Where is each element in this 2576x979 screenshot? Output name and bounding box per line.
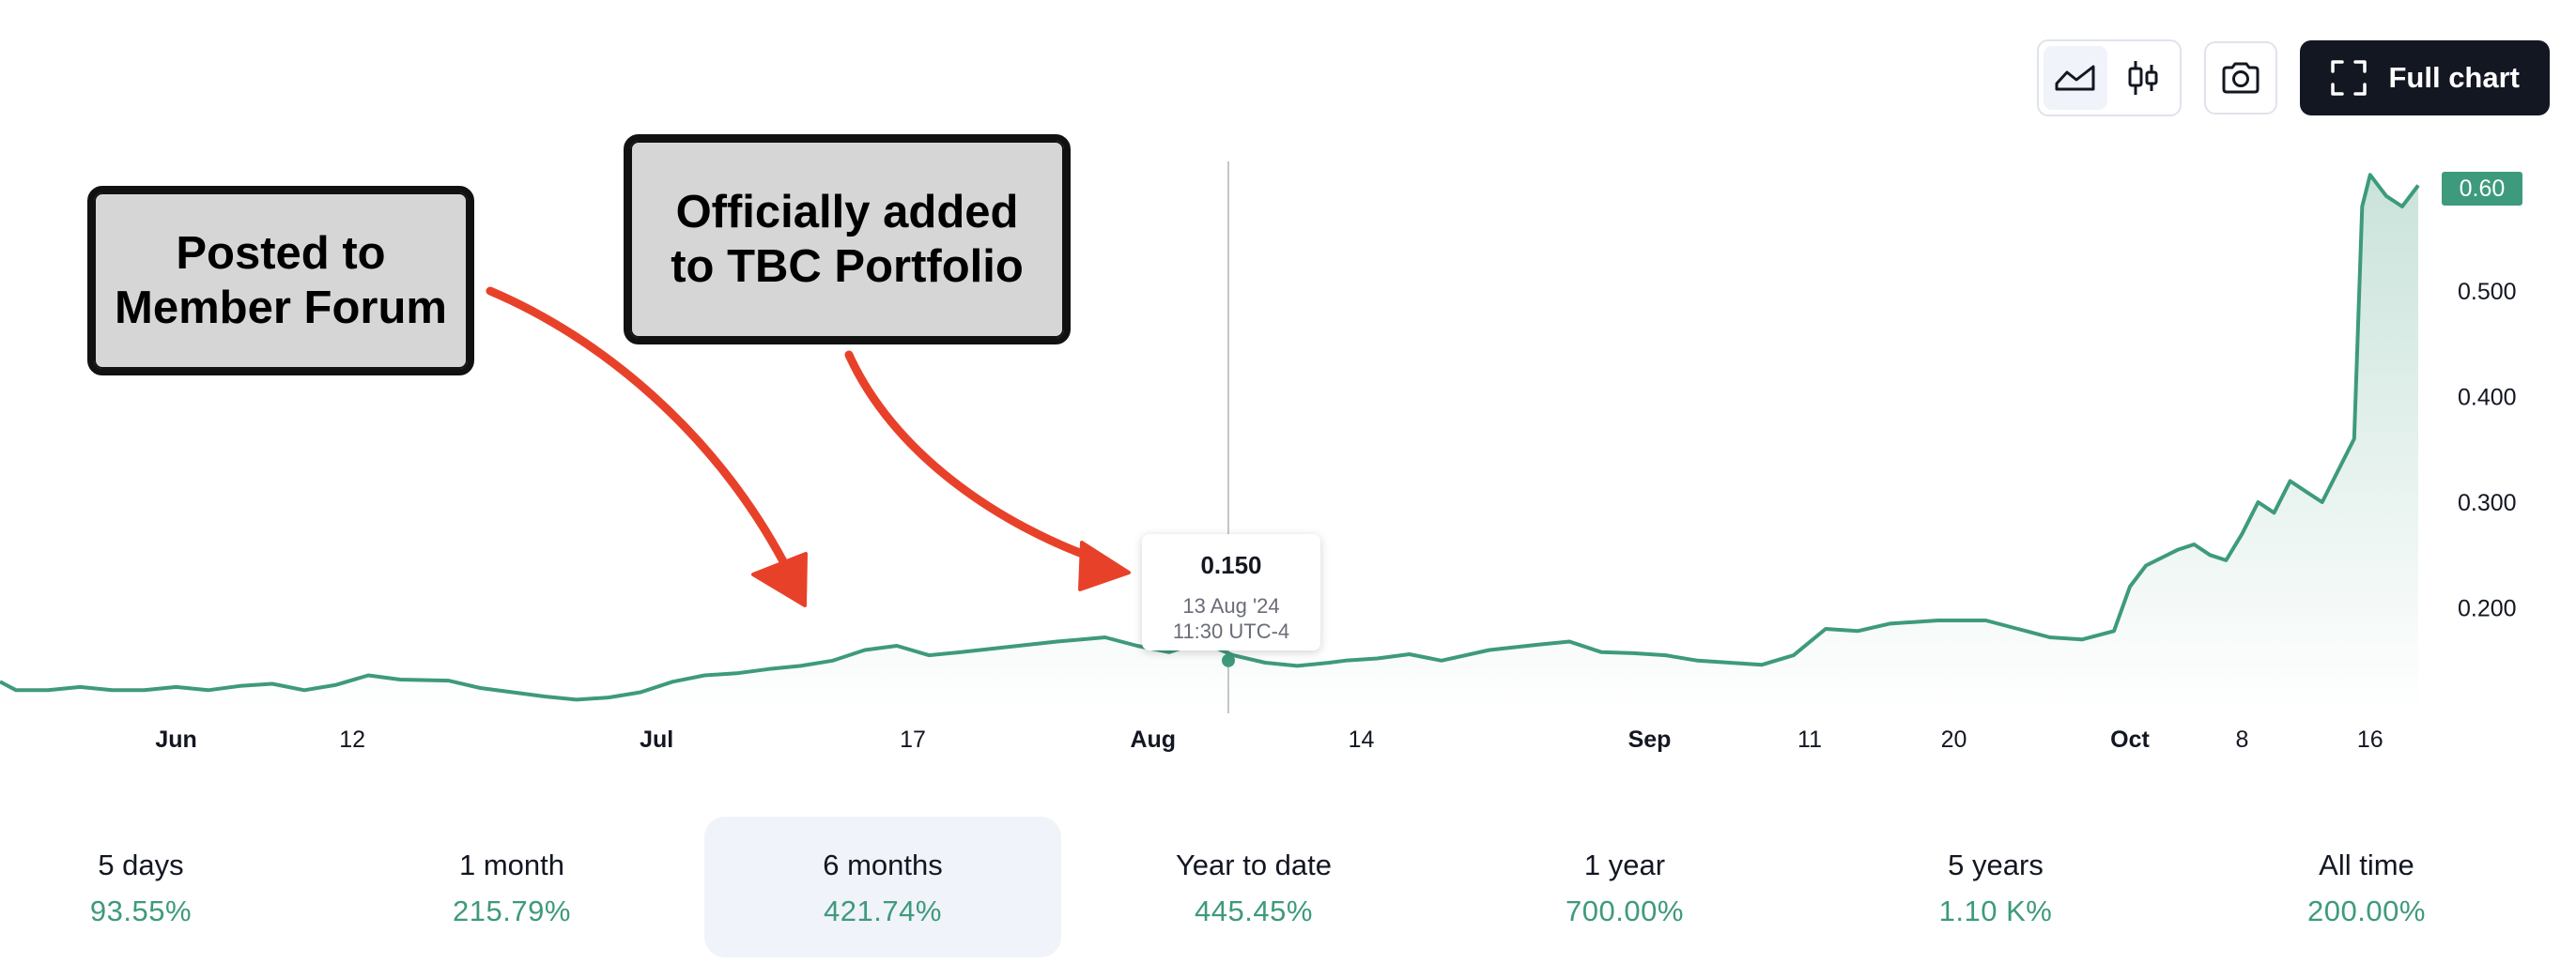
y-tick-label: 0.500	[2458, 279, 2517, 305]
x-tick-label: Sep	[1628, 727, 1672, 753]
period-1-month[interactable]: 1 month 215.79%	[333, 817, 690, 957]
area-chart-button[interactable]	[2044, 46, 2108, 110]
period-6-months[interactable]: 6 months 421.74%	[704, 817, 1061, 957]
period-label: All time	[2319, 849, 2414, 881]
period-change: 200.00%	[2307, 895, 2426, 927]
x-tick-label: 14	[1349, 727, 1375, 753]
period-all-time[interactable]: All time 200.00%	[2188, 817, 2545, 957]
tooltip-value: 0.150	[1200, 551, 1262, 579]
x-tick-label: 11	[1797, 727, 1822, 753]
period-label: 5 years	[1948, 849, 2044, 881]
period-change: 445.45%	[1195, 895, 1313, 927]
period-change: 700.00%	[1566, 895, 1684, 927]
period-change: 421.74%	[824, 895, 942, 927]
screenshot-button[interactable]	[2204, 41, 2278, 115]
period-year-to-date[interactable]: Year to date 445.45%	[1075, 817, 1432, 957]
period-label: Year to date	[1175, 849, 1333, 881]
period-change: 93.55%	[89, 895, 193, 927]
price-area	[0, 175, 2418, 714]
fullscreen-icon	[2331, 60, 2368, 96]
y-tick-label: 0.200	[2458, 596, 2517, 622]
full-chart-label: Full chart	[2388, 61, 2520, 94]
annotation-tbc-portfolio: Officially added to TBC Portfolio	[624, 134, 1071, 344]
period-label: 1 year	[1583, 849, 1666, 881]
period-1-year[interactable]: 1 year 700.00%	[1446, 817, 1803, 957]
x-tick-label: 16	[2357, 727, 2383, 753]
period-label: 1 month	[458, 849, 564, 881]
price-line	[0, 173, 2420, 702]
x-tick-label: Aug	[1130, 727, 1176, 753]
area-chart-icon	[2055, 65, 2095, 91]
x-tick-label: Oct	[2110, 727, 2150, 753]
x-tick-label: Jul	[640, 727, 673, 753]
tooltip-time: 11:30 UTC-4	[1172, 620, 1290, 643]
x-tick-label: 8	[2235, 727, 2248, 753]
x-tick-label: 17	[900, 727, 926, 753]
crosshair-point	[1222, 653, 1235, 667]
y-tick-label: 0.300	[2458, 490, 2517, 516]
chart-type-toggle	[2037, 39, 2183, 116]
period-label: 5 days	[98, 849, 184, 881]
x-tick-label: 20	[1941, 727, 1967, 753]
price-chart[interactable]: Jun 12 Jul 17 Aug 14 Sep 11 20 Oct 8 16 0.200 0.300 0…	[0, 0, 2576, 770]
camera-icon	[2222, 62, 2260, 94]
period-label: 6 months	[823, 849, 943, 881]
annotation-member-forum: Posted to Member Forum	[87, 186, 474, 375]
x-tick-label: Jun	[155, 727, 196, 753]
full-chart-button[interactable]: Full chart	[2300, 40, 2550, 115]
current-price-tag: 0.60	[2442, 172, 2522, 206]
tooltip-date: 13 Aug '24	[1182, 594, 1280, 618]
crosshair-tooltip: 0.150 13 Aug '24 11:30 UTC-4	[1142, 534, 1320, 650]
candlestick-button[interactable]	[2111, 46, 2175, 110]
period-5-days[interactable]: 5 days 93.55%	[0, 817, 319, 957]
chart-toolbar: Full chart	[2037, 39, 2550, 116]
x-tick-label: 12	[339, 727, 365, 753]
period-change: 1.10 K%	[1938, 895, 2053, 927]
y-tick-label: 0.400	[2458, 385, 2517, 411]
period-selector: 5 days 93.55% 1 month 215.79% 6 months 4…	[0, 817, 2576, 957]
period-change: 215.79%	[453, 895, 571, 927]
candlestick-icon	[2128, 61, 2158, 95]
period-5-years[interactable]: 5 years 1.10 K%	[1817, 817, 2174, 957]
